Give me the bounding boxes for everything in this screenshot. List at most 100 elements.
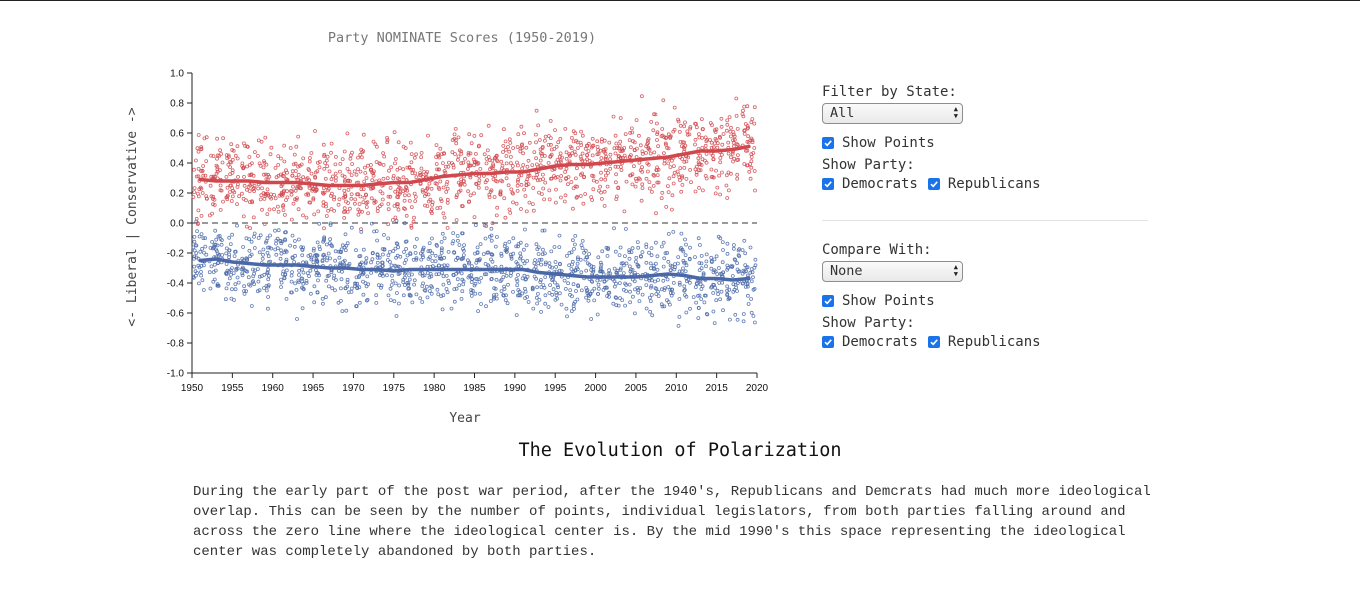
republican-point bbox=[670, 193, 675, 198]
republican-point bbox=[499, 159, 504, 164]
republican-point bbox=[697, 185, 701, 190]
compare-show-points-checkbox[interactable] bbox=[822, 295, 834, 307]
democrat-point bbox=[607, 294, 611, 299]
compare-select[interactable]: None ▲ ▼ bbox=[822, 261, 963, 282]
republican-point bbox=[291, 201, 296, 206]
democrat-point bbox=[232, 254, 237, 259]
democrat-point bbox=[306, 253, 311, 258]
democrat-point bbox=[717, 280, 722, 285]
republican-point bbox=[459, 177, 464, 182]
republican-point bbox=[613, 133, 618, 138]
republican-point bbox=[583, 146, 588, 151]
democrat-point bbox=[420, 300, 425, 304]
democrat-point bbox=[640, 250, 645, 255]
democrat-point bbox=[705, 312, 710, 317]
republican-point bbox=[685, 129, 690, 134]
republican-point bbox=[301, 156, 306, 161]
republican-point bbox=[201, 164, 206, 168]
democrat-point bbox=[516, 264, 521, 269]
republican-point bbox=[436, 154, 441, 158]
republican-point bbox=[506, 183, 511, 188]
republican-point bbox=[349, 192, 354, 197]
republican-point bbox=[333, 171, 338, 176]
republican-point bbox=[572, 149, 577, 154]
democrat-point bbox=[540, 252, 545, 257]
republican-point bbox=[435, 167, 440, 172]
democrat-point bbox=[508, 252, 513, 257]
democrat-point bbox=[321, 252, 326, 257]
democrat-point bbox=[599, 265, 603, 270]
republican-point bbox=[341, 210, 346, 214]
republican-point bbox=[515, 160, 519, 165]
republican-point bbox=[689, 180, 693, 185]
show-points-checkbox[interactable] bbox=[822, 137, 834, 149]
democrat-point bbox=[214, 237, 219, 242]
republican-point bbox=[198, 185, 203, 190]
y-tick-label: -0.2 bbox=[167, 249, 185, 260]
republican-point bbox=[245, 144, 250, 149]
republican-point bbox=[720, 170, 724, 175]
democrat-point bbox=[445, 290, 450, 295]
democrat-point bbox=[573, 242, 577, 247]
democrat-point bbox=[421, 281, 426, 286]
republican-point bbox=[362, 165, 367, 170]
democrat-point bbox=[531, 286, 535, 291]
republican-point bbox=[527, 200, 532, 205]
democrat-point bbox=[324, 278, 329, 283]
republicans-checkbox[interactable] bbox=[927, 178, 940, 190]
republican-point bbox=[742, 131, 747, 136]
republican-point bbox=[322, 190, 327, 195]
republican-point bbox=[599, 177, 604, 182]
democrat-point bbox=[531, 306, 536, 311]
republican-point bbox=[748, 176, 753, 181]
republican-point bbox=[581, 201, 586, 206]
republican-point bbox=[232, 190, 237, 195]
democrat-point bbox=[315, 290, 320, 295]
democrats-checkbox[interactable] bbox=[822, 178, 834, 190]
republican-point bbox=[675, 169, 680, 174]
democrat-point bbox=[660, 304, 665, 309]
republican-point bbox=[501, 143, 506, 148]
democrat-point bbox=[251, 267, 255, 272]
democrat-point bbox=[504, 249, 509, 254]
democrat-point bbox=[257, 274, 262, 279]
democrat-point bbox=[196, 281, 201, 286]
x-tick-label: 1970 bbox=[342, 383, 365, 394]
compare-republicans-checkbox[interactable] bbox=[927, 336, 940, 348]
democrat-point bbox=[524, 243, 529, 248]
democrats-label: Democrats bbox=[842, 176, 918, 192]
republican-point bbox=[538, 163, 543, 168]
republican-point bbox=[670, 158, 674, 163]
republican-point bbox=[647, 147, 652, 152]
democrat-point bbox=[549, 274, 553, 279]
republican-point bbox=[724, 128, 729, 133]
democrat-point bbox=[308, 291, 313, 296]
compare-democrats-checkbox[interactable] bbox=[822, 336, 834, 348]
republican-point bbox=[475, 162, 480, 166]
republican-point bbox=[322, 166, 327, 171]
republican-point bbox=[401, 206, 406, 211]
republican-point bbox=[354, 172, 359, 177]
republican-point bbox=[348, 179, 353, 184]
democrat-point bbox=[654, 292, 659, 296]
democrat-point bbox=[662, 304, 667, 309]
republican-point bbox=[566, 182, 570, 187]
democrat-point bbox=[284, 257, 289, 262]
democrat-point bbox=[312, 300, 317, 305]
republican-point bbox=[461, 179, 466, 184]
republican-point bbox=[511, 200, 515, 205]
republican-point bbox=[484, 156, 489, 161]
democrat-point bbox=[279, 277, 283, 282]
republican-point bbox=[452, 136, 457, 141]
republican-point bbox=[534, 156, 538, 161]
democrat-point bbox=[489, 226, 494, 231]
democrat-point bbox=[357, 254, 362, 259]
republican-point bbox=[614, 180, 618, 185]
state-filter-select[interactable]: All ▲ ▼ bbox=[822, 103, 963, 124]
republican-point bbox=[338, 161, 343, 166]
democrat-point bbox=[276, 228, 281, 233]
democrat-point bbox=[424, 284, 429, 289]
democrat-point bbox=[721, 248, 725, 252]
democrat-point bbox=[514, 244, 519, 249]
democrat-point bbox=[402, 221, 407, 226]
